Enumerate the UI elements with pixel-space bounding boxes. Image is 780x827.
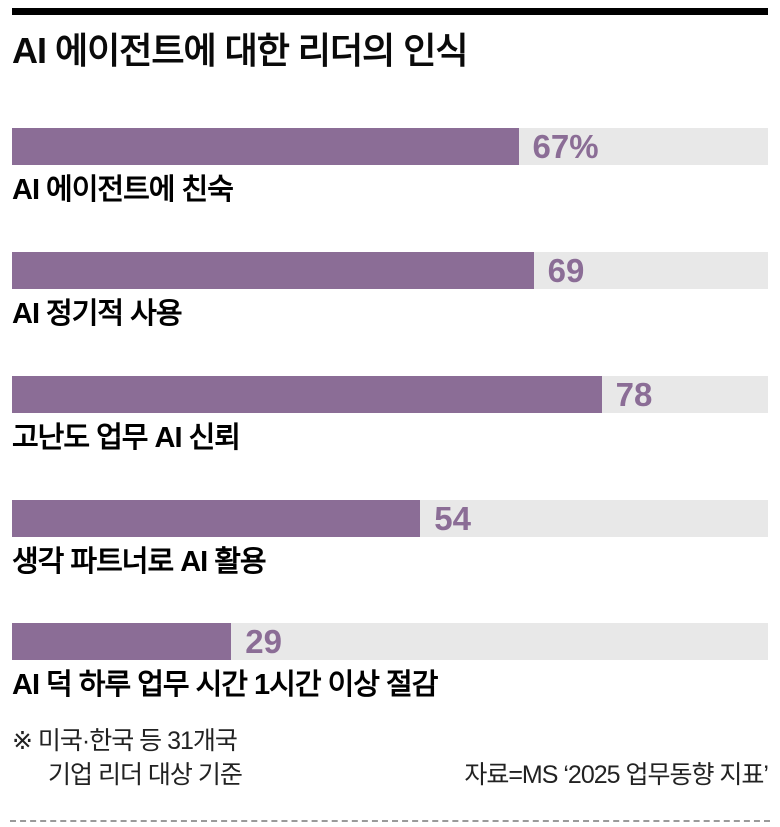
source-credit: 자료=MS ‘2025 업무동향 지표’	[464, 760, 769, 789]
bottom-rule	[10, 820, 770, 822]
bar-value-label: 29	[245, 623, 282, 661]
bar	[12, 623, 232, 661]
bar	[12, 251, 534, 289]
bar	[12, 499, 421, 537]
bar-category-label: AI 덕 하루 업무 시간 1시간 이상 절감	[12, 669, 438, 702]
footnote: ※ 미국·한국 등 31개국 기업 리더 대상 기준	[12, 725, 243, 793]
bar-track: 29	[12, 623, 768, 661]
chart-row: 78 고난도 업무 AI 신뢰	[12, 375, 768, 456]
bar-track: 54	[12, 499, 768, 537]
chart-row: 69 AI 정기적 사용	[12, 251, 768, 332]
bar-value-label: 67%	[532, 128, 599, 166]
bar-category-label: 고난도 업무 AI 신뢰	[12, 421, 241, 454]
chart-row: 67% AI 에이전트에 친숙	[12, 128, 768, 208]
footnote-line-1: ※ 미국·한국 등 31개국	[12, 727, 238, 756]
chart-row: 29 AI 덕 하루 업무 시간 1시간 이상 절감	[12, 623, 768, 703]
bar-category-label: 생각 파트너로 AI 활용	[12, 545, 267, 578]
bar	[12, 128, 519, 166]
top-rule	[12, 8, 768, 15]
bar-value-label: 54	[434, 499, 471, 537]
bar	[12, 375, 602, 413]
chart-title: AI 에이전트에 대한 리더의 인식	[12, 30, 468, 71]
chart-footer: ※ 미국·한국 등 31개국 기업 리더 대상 기준 자료=MS ‘2025 업…	[12, 725, 769, 793]
bar-track: 78	[12, 375, 768, 413]
bar-chart: 67% AI 에이전트에 친숙 69 AI 정기적 사용 78 고난도 업무 A…	[12, 128, 768, 703]
bar-category-label: AI 에이전트에 친숙	[12, 174, 234, 207]
chart-row: 54 생각 파트너로 AI 활용	[12, 499, 768, 580]
bar-value-label: 78	[615, 375, 653, 413]
bar-track: 69	[12, 251, 768, 289]
infographic: AI 에이전트에 대한 리더의 인식 67% AI 에이전트에 친숙 69 AI…	[12, 8, 769, 793]
bar-value-label: 69	[547, 251, 585, 289]
bar-category-label: AI 정기적 사용	[12, 297, 183, 330]
footnote-line-2: 기업 리더 대상 기준	[48, 760, 243, 789]
bar-track: 67%	[12, 128, 768, 166]
